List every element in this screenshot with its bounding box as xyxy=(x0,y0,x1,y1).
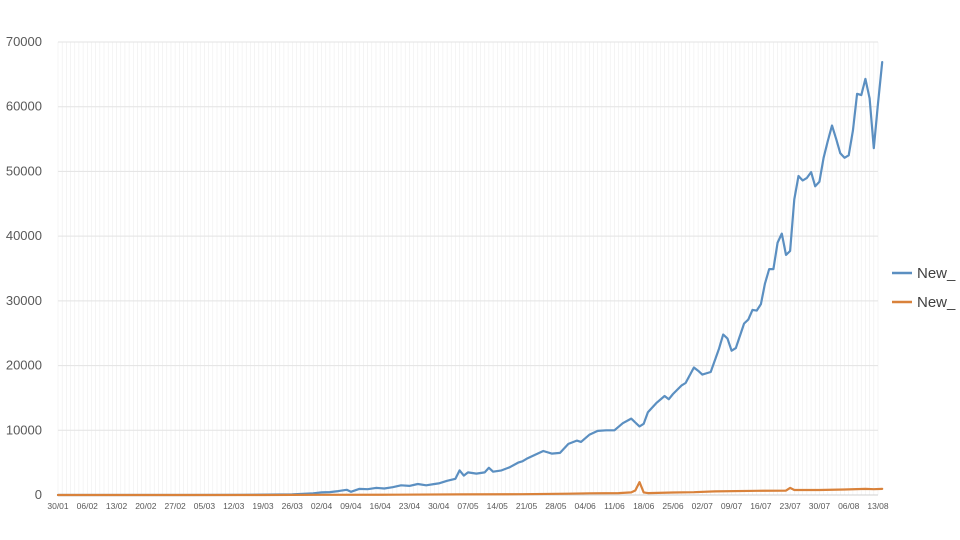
y-tick-label: 70000 xyxy=(6,34,42,49)
x-tick-label: 09/04 xyxy=(340,501,362,511)
y-tick-label: 50000 xyxy=(6,163,42,178)
x-tick-label: 04/06 xyxy=(575,501,597,511)
x-tick-label: 12/03 xyxy=(223,501,245,511)
minor-gridlines xyxy=(57,42,879,495)
x-tick-label: 02/04 xyxy=(311,501,333,511)
x-tick-label: 26/03 xyxy=(282,501,304,511)
x-tick-label: 30/04 xyxy=(428,501,450,511)
x-tick-label: 06/08 xyxy=(838,501,860,511)
series-line-1 xyxy=(56,60,884,497)
y-axis-labels: 0 10000 20000 30000 40000 50000 60000 70000 xyxy=(6,34,42,502)
x-tick-label: 30/07 xyxy=(809,501,831,511)
x-tick-label: 27/02 xyxy=(165,501,187,511)
y-tick-label: 10000 xyxy=(6,422,42,437)
x-tick-label: 20/02 xyxy=(135,501,157,511)
y-tick-label: 40000 xyxy=(6,228,42,243)
x-tick-label: 16/07 xyxy=(750,501,772,511)
series-lines xyxy=(56,60,884,497)
y-tick-label: 20000 xyxy=(6,358,42,373)
x-tick-label: 21/05 xyxy=(516,501,538,511)
x-axis-labels: 30/01 06/02 13/02 20/02 27/02 05/03 12/03 19/03… xyxy=(47,501,889,511)
x-tick-label: 07/05 xyxy=(457,501,479,511)
x-tick-label: 25/06 xyxy=(662,501,684,511)
x-tick-label: 28/05 xyxy=(545,501,567,511)
x-tick-label: 02/07 xyxy=(692,501,714,511)
x-tick-label: 09/07 xyxy=(721,501,743,511)
x-tick-label: 05/03 xyxy=(194,501,216,511)
x-tick-label: 06/02 xyxy=(77,501,99,511)
x-tick-label: 19/03 xyxy=(252,501,274,511)
legend: New_ New_ xyxy=(892,265,956,311)
series-line-2 xyxy=(56,481,884,497)
x-tick-label: 30/01 xyxy=(47,501,69,511)
x-tick-label: 13/08 xyxy=(867,501,889,511)
x-tick-label: 14/05 xyxy=(487,501,509,511)
x-tick-label: 11/06 xyxy=(604,501,625,511)
legend-label-2: New_ xyxy=(917,294,956,311)
y-tick-label: 0 xyxy=(35,487,42,502)
x-tick-label: 16/04 xyxy=(370,501,392,511)
x-tick-label: 23/04 xyxy=(399,501,421,511)
y-tick-label: 60000 xyxy=(6,99,42,114)
x-tick-label: 13/02 xyxy=(106,501,128,511)
x-tick-label: 23/07 xyxy=(780,501,802,511)
x-tick-label: 18/06 xyxy=(633,501,655,511)
y-tick-label: 30000 xyxy=(6,293,42,308)
legend-label-1: New_ xyxy=(917,265,956,282)
